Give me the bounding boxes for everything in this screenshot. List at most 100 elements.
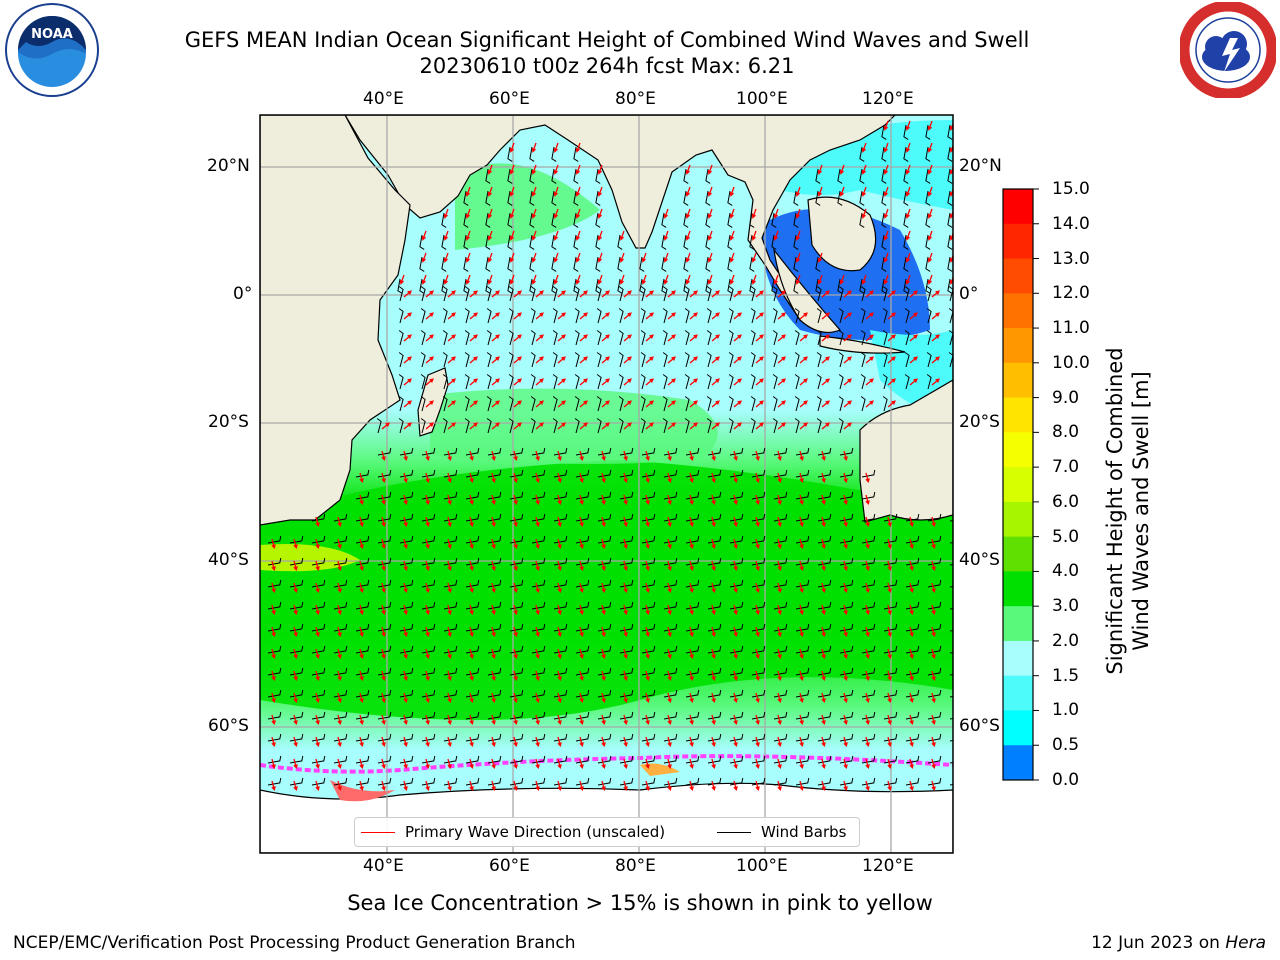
wave-direction-arrow — [729, 230, 735, 241]
wave-direction-arrow — [509, 230, 515, 241]
wave-direction-arrow — [381, 538, 386, 549]
wave-direction-arrow — [821, 582, 826, 593]
wave-direction-arrow — [513, 400, 522, 408]
wave-direction-arrow — [667, 290, 676, 298]
wind-barb — [685, 557, 700, 566]
wind-barb — [377, 711, 392, 720]
wave-direction-arrow — [777, 560, 782, 571]
wave-direction-arrow — [711, 356, 720, 364]
wind-barb — [663, 623, 678, 632]
host-name: Hera — [1225, 933, 1266, 953]
wind-barb — [597, 667, 612, 676]
wave-direction-arrow — [447, 560, 452, 571]
generation-date-text: 12 Jun 2023 on — [1091, 933, 1226, 953]
wind-barb — [773, 491, 788, 500]
wind-barb — [927, 733, 942, 742]
wave-direction-arrow — [799, 334, 808, 342]
wave-direction-arrow — [799, 494, 804, 505]
wind-barb — [575, 557, 590, 566]
wind-barb — [883, 623, 898, 632]
wave-direction-arrow — [271, 626, 276, 637]
wave-direction-arrow — [887, 538, 892, 549]
wave-direction-arrow — [381, 560, 386, 571]
wave-direction-arrow — [337, 714, 342, 725]
wave-direction-arrow — [557, 780, 562, 791]
wave-direction-arrow — [685, 230, 691, 241]
wave-direction-arrow — [733, 378, 742, 386]
wave-direction-arrow — [271, 692, 276, 703]
wave-direction-arrow — [667, 714, 672, 725]
wind-barb — [595, 168, 601, 184]
wind-barb — [487, 601, 502, 610]
wind-barb — [707, 689, 722, 698]
wave-direction-arrow — [799, 378, 808, 386]
wind-barb — [639, 278, 645, 294]
wind-barb — [486, 308, 492, 324]
wave-direction-arrow — [425, 648, 430, 659]
wave-direction-arrow — [689, 736, 694, 747]
wind-barb — [661, 234, 667, 250]
wave-direction-arrow — [469, 334, 478, 342]
wave-direction-arrow — [531, 186, 537, 197]
wave-direction-arrow — [337, 670, 342, 681]
wind-barb — [883, 601, 898, 610]
wind-barb — [793, 190, 799, 206]
wave-direction-arrow — [403, 516, 408, 527]
wind-barb — [705, 234, 711, 250]
wind-barb — [465, 513, 480, 522]
wave-direction-arrow — [777, 736, 782, 747]
wind-barb — [529, 278, 535, 294]
wind-barb — [509, 733, 524, 742]
wave-direction-arrow — [777, 648, 782, 659]
wind-barb — [333, 645, 348, 654]
wave-direction-arrow — [931, 780, 936, 791]
wind-barb — [861, 777, 876, 786]
wind-barb — [728, 374, 734, 390]
wave-direction-arrow — [597, 252, 603, 263]
wave-direction-arrow — [733, 400, 742, 408]
wind-barb — [661, 212, 667, 228]
wave-direction-arrow — [447, 538, 452, 549]
wind-barb — [662, 418, 668, 434]
wind-barb — [575, 645, 590, 654]
wave-direction-arrow — [755, 378, 764, 386]
wave-direction-arrow — [799, 582, 804, 593]
wind-barb — [508, 352, 514, 368]
wave-direction-arrow — [645, 736, 650, 747]
wind-barb — [749, 212, 755, 228]
wind-barb — [399, 689, 414, 698]
wave-direction-arrow — [927, 120, 933, 131]
wind-barb — [465, 491, 480, 500]
wind-barb — [729, 777, 744, 786]
wind-barb — [399, 491, 414, 500]
wave-direction-arrow — [315, 758, 320, 769]
wave-direction-arrow — [931, 334, 940, 342]
wind-barb — [619, 645, 634, 654]
colorbar-tick-label: 13.0 — [1052, 248, 1090, 269]
wind-barb — [861, 513, 876, 522]
wind-barb — [751, 623, 766, 632]
wind-barb — [311, 777, 326, 786]
wind-barb — [861, 557, 876, 566]
wind-barb — [443, 623, 458, 632]
colorbar-segment — [1003, 745, 1033, 781]
wind-barb — [420, 286, 426, 302]
wave-direction-arrow — [425, 334, 434, 342]
wave-direction-arrow — [447, 378, 456, 386]
wind-barb — [883, 689, 898, 698]
wave-direction-arrow — [799, 758, 804, 769]
wave-direction-arrow — [359, 494, 364, 505]
wind-barb — [508, 396, 514, 412]
wave-direction-arrow — [579, 582, 584, 593]
wind-barb — [685, 535, 700, 544]
wave-direction-arrow — [755, 780, 760, 791]
wave-direction-arrow — [843, 472, 848, 483]
wave-direction-arrow — [733, 312, 742, 320]
wave-direction-arrow — [601, 290, 610, 298]
wave-direction-arrow — [799, 780, 804, 791]
wind-barb — [927, 667, 942, 676]
wave-direction-arrow — [931, 758, 936, 769]
wave-direction-arrow — [535, 356, 544, 364]
wave-direction-arrow — [293, 670, 298, 681]
wave-direction-arrow — [531, 252, 537, 263]
